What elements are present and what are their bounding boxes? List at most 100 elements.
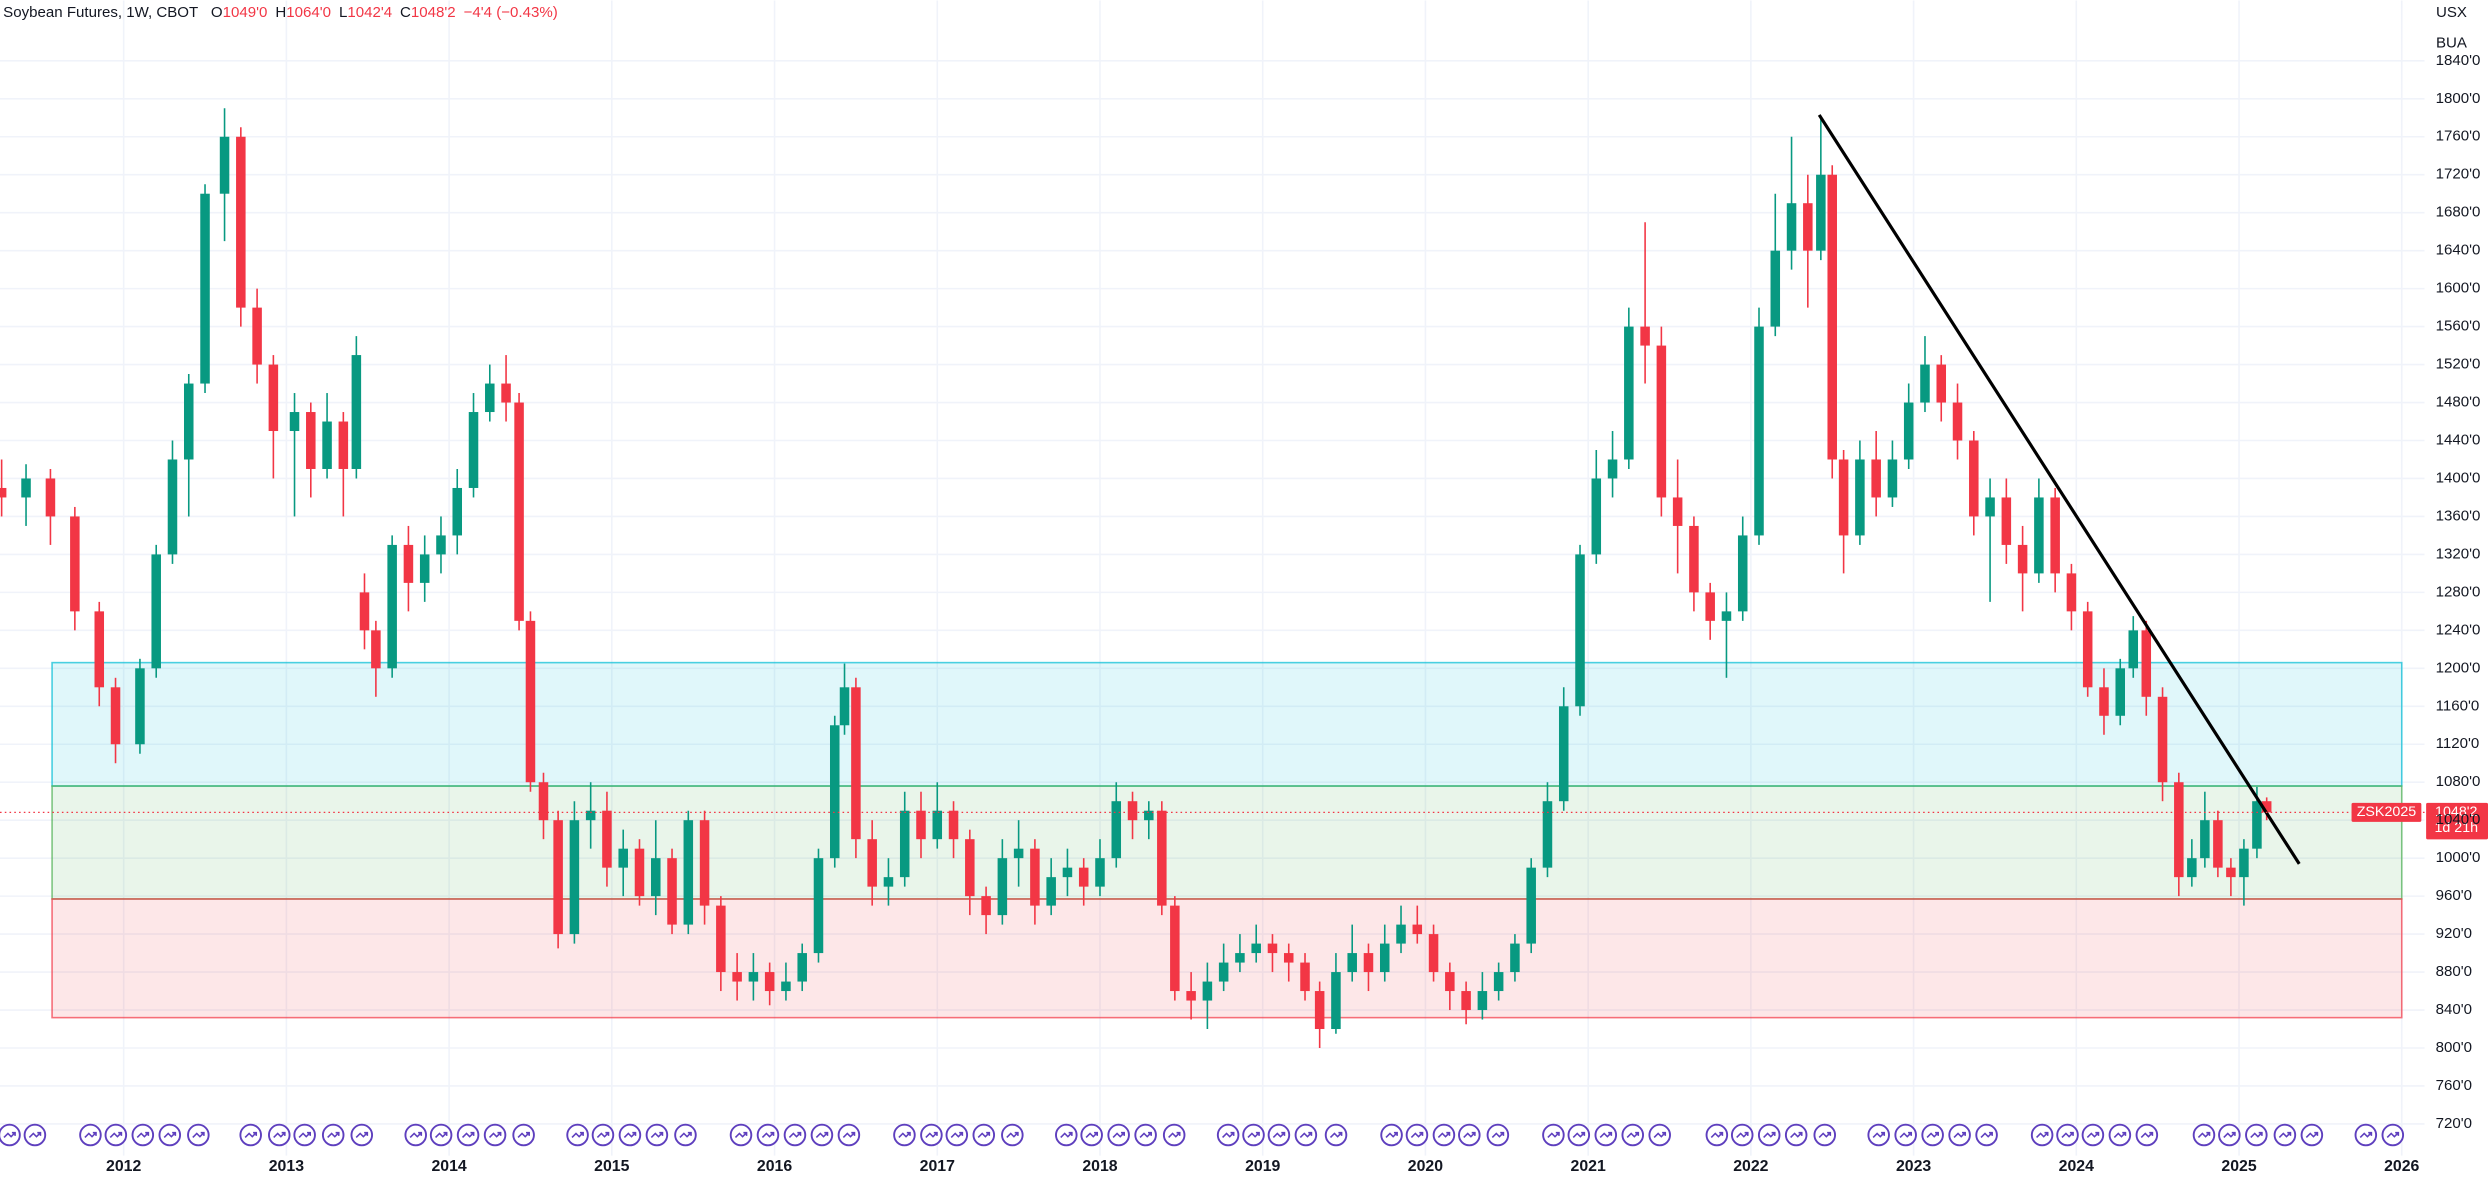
- candle-body: [1705, 592, 1715, 621]
- candle-body: [1347, 953, 1357, 973]
- header-title: Soybean Futures, 1W, CBOT: [3, 4, 198, 21]
- candle-body: [1640, 326, 1650, 346]
- candle-body: [797, 953, 807, 982]
- event-arrow: [1168, 1131, 1181, 1138]
- event-arrow: [488, 1131, 502, 1138]
- candle-body: [683, 820, 694, 925]
- candle-body: [387, 544, 397, 669]
- event-arrow: [1329, 1131, 1343, 1138]
- event-arrow: [571, 1131, 584, 1138]
- candle-body: [1689, 525, 1699, 593]
- event-arrow: [2113, 1131, 2127, 1138]
- event-arrow: [950, 1131, 964, 1138]
- x-tick-label: 2013: [269, 1158, 304, 1175]
- candle-body: [1412, 924, 1423, 935]
- event-arrow: [1710, 1131, 1724, 1138]
- ohlc-value: 1049'0: [223, 4, 268, 21]
- event-arrow: [1410, 1131, 1424, 1138]
- candle-body: [1855, 459, 1865, 536]
- candle-body: [883, 877, 894, 887]
- x-tick-label: 2017: [920, 1158, 955, 1175]
- y-tick-label: 760'0: [2436, 1077, 2472, 1094]
- trendline: [1817, 114, 2301, 865]
- candle-body: [1558, 706, 1569, 802]
- event-arrow: [409, 1131, 423, 1138]
- candle-body: [289, 412, 300, 432]
- event-arrow: [1139, 1131, 1152, 1138]
- y-tick-label: 1720'0: [2436, 166, 2481, 183]
- event-arrow: [109, 1131, 123, 1138]
- candle-body: [1936, 364, 1947, 403]
- candle-body: [965, 839, 975, 897]
- event-arrow: [1953, 1131, 1966, 1138]
- event-arrow: [2061, 1131, 2074, 1138]
- candle-body: [1624, 326, 1634, 460]
- last-price-label: 1048'2: [2435, 804, 2477, 820]
- candle-body: [525, 620, 536, 783]
- candle-body: [485, 383, 495, 413]
- event-arrow: [1653, 1131, 1667, 1138]
- y-tick-label: 1560'0: [2436, 318, 2481, 335]
- candle-body: [1591, 478, 1602, 555]
- event-arrow: [596, 1131, 610, 1138]
- candle-body: [948, 810, 959, 840]
- candle-body: [1903, 402, 1914, 460]
- x-tick-label: 2020: [1408, 1158, 1443, 1175]
- y-tick-label: 1440'0: [2436, 431, 2481, 448]
- y-tick-label: 1800'0: [2436, 90, 2481, 107]
- candles: [0, 108, 2272, 1048]
- candle-body: [2099, 687, 2109, 716]
- candle-body: [1461, 991, 1471, 1011]
- candle-body: [268, 364, 279, 432]
- y-tick-label: 1480'0: [2436, 394, 2481, 411]
- candle-body: [829, 725, 840, 859]
- candle-body: [1445, 972, 1455, 992]
- candle-body: [514, 402, 524, 621]
- candle-body: [436, 535, 446, 555]
- event-arrow: [163, 1131, 177, 1138]
- candle-body: [2174, 782, 2184, 878]
- y-tick-label: 1200'0: [2436, 659, 2481, 676]
- price-tag: [2426, 802, 2488, 840]
- y-tick-label: 1160'0: [2436, 697, 2480, 714]
- candle-body: [1477, 991, 1488, 1011]
- events: [0, 1123, 2405, 1147]
- candle-body: [585, 810, 596, 821]
- candle-body: [839, 687, 850, 726]
- event-arrow: [1790, 1131, 1803, 1138]
- candle-body: [916, 810, 926, 840]
- candle-body: [2226, 867, 2236, 878]
- event-arrow: [1437, 1131, 1451, 1138]
- event-arrow: [1272, 1131, 1286, 1138]
- event-arrow: [28, 1131, 42, 1138]
- event-arrow: [650, 1131, 664, 1138]
- event-arrow: [2036, 1131, 2049, 1138]
- candle-body: [1078, 867, 1089, 887]
- candle-body: [1062, 867, 1073, 878]
- candle-body: [2050, 497, 2060, 574]
- event-arrow: [1818, 1131, 1832, 1138]
- event-arrow: [977, 1131, 991, 1138]
- axes: 720'0 760'0 800'0 840'0 880'0 920'0 960'0 1000'…: [106, 52, 2480, 1175]
- event-arrow: [273, 1131, 286, 1138]
- grid: [0, 0, 2425, 1156]
- candle-body: [1267, 943, 1278, 954]
- event-arrow: [192, 1131, 205, 1138]
- candle-body: [2017, 544, 2028, 574]
- candle-body: [1186, 991, 1196, 1001]
- candle-body: [2034, 497, 2044, 574]
- candle-body: [452, 487, 463, 536]
- y-tick-label: 1360'0: [2436, 507, 2481, 524]
- candle-body: [135, 668, 145, 745]
- y-tick-label: 720'0: [2436, 1115, 2472, 1132]
- candle-body: [1575, 554, 1585, 707]
- candle-body: [183, 383, 194, 460]
- x-tick-label: 2026: [2384, 1158, 2419, 1175]
- ohlc-value: 1064'0: [286, 4, 331, 21]
- candle-body: [2128, 630, 2139, 669]
- candle-body: [151, 554, 161, 669]
- candle-body: [1251, 943, 1261, 954]
- event-arrow: [1626, 1131, 1640, 1138]
- candle-body: [1235, 953, 1245, 963]
